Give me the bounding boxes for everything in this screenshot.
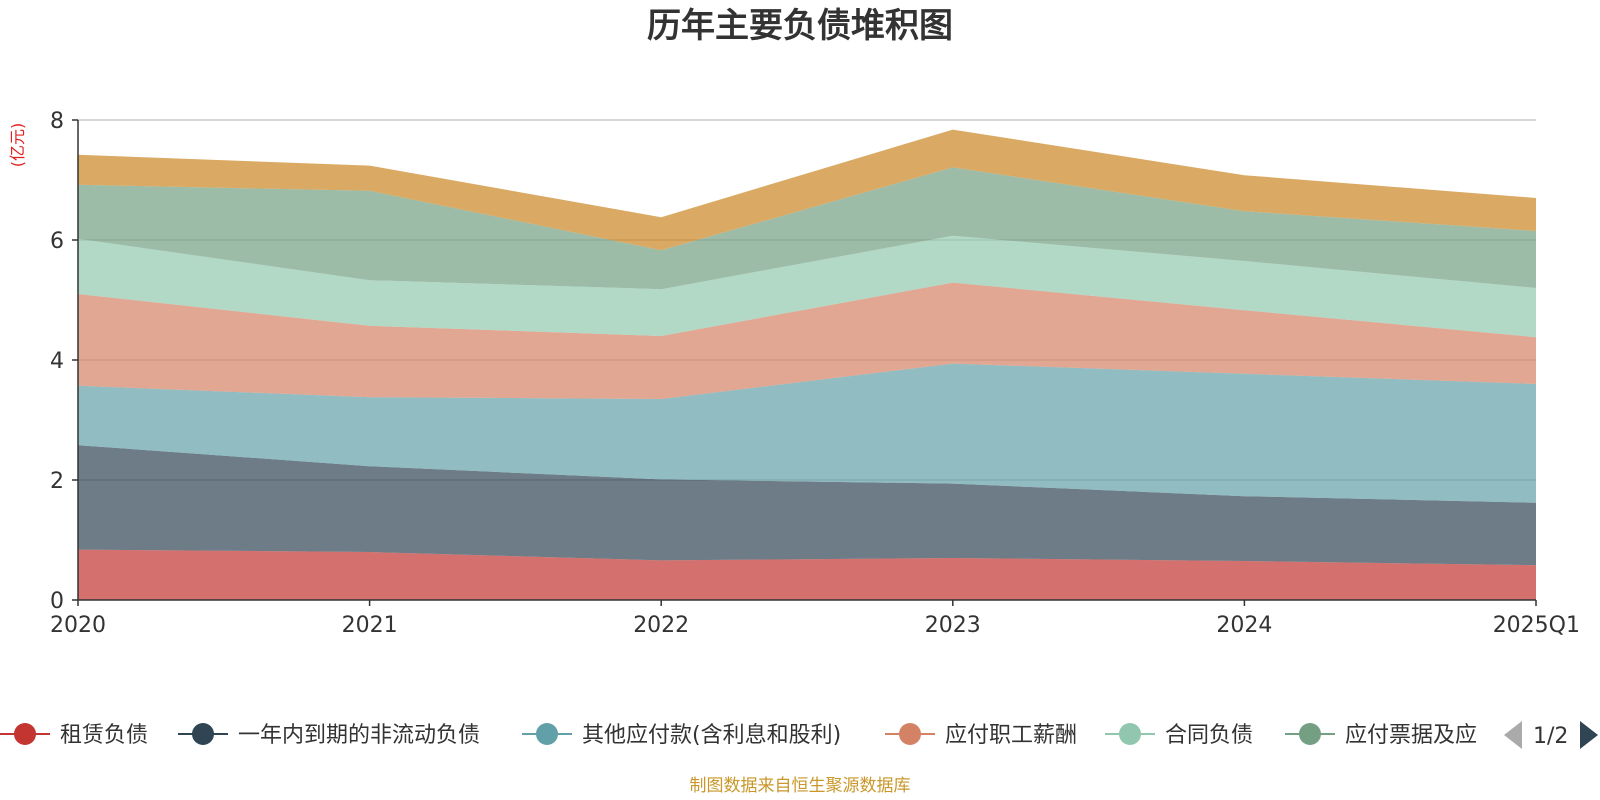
y-tick-label: 8 — [50, 109, 64, 134]
area-series-6 — [78, 129, 1536, 251]
x-tick-label: 2025Q1 — [1493, 613, 1580, 638]
area-series-5 — [78, 167, 1536, 290]
y-axis-unit-label: (亿元) — [8, 123, 27, 168]
legend-next-page-icon[interactable] — [1580, 721, 1598, 749]
chart-title: 历年主要负债堆积图 — [647, 6, 953, 46]
x-tick-label: 2022 — [633, 613, 689, 638]
x-tick-label: 2023 — [925, 613, 981, 638]
legend-label: 应付职工薪酬 — [945, 723, 1077, 748]
data-source-note: 制图数据来自恒生聚源数据库 — [689, 776, 911, 796]
area-series-0 — [78, 549, 1536, 600]
area-series-2 — [78, 363, 1536, 503]
legend-label: 应付票据及应 — [1345, 723, 1477, 748]
legend-item[interactable]: 应付职工薪酬 — [885, 723, 1077, 748]
y-tick-label: 4 — [50, 349, 64, 374]
legend-circle-icon — [192, 723, 214, 745]
legend-circle-icon — [899, 723, 921, 745]
legend-item[interactable]: 应付票据及应 — [1285, 723, 1477, 748]
legend-circle-icon — [14, 723, 36, 745]
area-series-3 — [78, 282, 1536, 399]
legend-circle-icon — [1299, 723, 1321, 745]
legend-circle-icon — [536, 723, 558, 745]
x-tick-label: 2024 — [1216, 613, 1272, 638]
legend-item[interactable]: 一年内到期的非流动负债 — [178, 723, 480, 748]
area-series-1 — [78, 445, 1536, 566]
x-tick-label: 2021 — [342, 613, 398, 638]
legend-prev-page-icon[interactable] — [1504, 721, 1522, 749]
legend-label: 合同负债 — [1165, 723, 1253, 748]
legend-item[interactable]: 租赁负债 — [0, 723, 148, 748]
legend-page-indicator: 1/2 — [1533, 724, 1568, 749]
legend-label: 其他应付款(含利息和股利) — [582, 723, 841, 748]
legend-item[interactable]: 合同负债 — [1105, 723, 1253, 748]
legend-label: 一年内到期的非流动负债 — [238, 723, 480, 748]
legend-label: 租赁负债 — [60, 723, 148, 748]
area-series-4 — [78, 235, 1536, 338]
legend-circle-icon — [1119, 723, 1141, 745]
x-tick-label: 2020 — [50, 613, 106, 638]
legend-item[interactable]: 其他应付款(含利息和股利) — [522, 723, 841, 748]
y-tick-label: 6 — [50, 229, 64, 254]
y-tick-label: 0 — [50, 589, 64, 614]
legend: 租赁负债 一年内到期的非流动负债 其他应付款(含利息和股利) 应付职工薪酬 合同负债 应付… — [0, 721, 1598, 749]
axis-layer: 0 2 4 6 8 2020 2021 2022 2023 2024 2025Q1 — [50, 109, 1580, 638]
area-layer — [78, 129, 1536, 600]
y-tick-label: 2 — [50, 469, 64, 494]
